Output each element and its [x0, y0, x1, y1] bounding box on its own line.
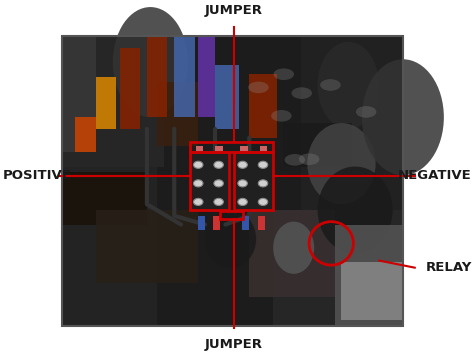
Ellipse shape [113, 7, 188, 117]
Ellipse shape [271, 110, 292, 122]
Bar [196, 146, 203, 158]
Circle shape [193, 161, 203, 168]
Bar [213, 216, 220, 230]
Circle shape [214, 161, 223, 168]
Bar [219, 211, 243, 219]
Bar [62, 36, 403, 326]
Text: RELAY: RELAY [425, 261, 472, 274]
Circle shape [238, 198, 247, 206]
Bar [62, 166, 157, 326]
Ellipse shape [362, 59, 444, 175]
Bar [198, 36, 215, 117]
Bar [301, 36, 403, 210]
Ellipse shape [299, 153, 319, 165]
Ellipse shape [273, 222, 314, 274]
Circle shape [258, 198, 268, 206]
Circle shape [193, 198, 203, 206]
Bar [215, 146, 223, 158]
Ellipse shape [320, 79, 341, 91]
Circle shape [214, 180, 223, 187]
Ellipse shape [318, 166, 392, 253]
Text: NEGATIVE: NEGATIVE [398, 169, 472, 182]
Bar [190, 142, 273, 152]
Bar [215, 65, 239, 129]
Text: JUMPER: JUMPER [205, 338, 263, 351]
Bar [260, 146, 267, 158]
Text: JUMPER: JUMPER [205, 4, 263, 17]
Ellipse shape [307, 123, 375, 204]
Bar [283, 123, 352, 166]
Circle shape [193, 180, 203, 187]
Ellipse shape [318, 42, 379, 129]
Bar [147, 36, 167, 117]
Bar [190, 152, 229, 210]
Circle shape [238, 180, 247, 187]
Bar [62, 36, 164, 166]
Bar [119, 48, 140, 129]
Bar [62, 172, 147, 224]
Bar [335, 224, 403, 326]
Bar [198, 216, 205, 230]
Bar [96, 210, 198, 283]
Bar [273, 210, 403, 326]
Bar [174, 36, 195, 117]
Bar [249, 74, 277, 137]
Bar [341, 262, 403, 320]
Circle shape [214, 198, 223, 206]
Bar [75, 117, 96, 152]
Text: POSITIVE: POSITIVE [2, 169, 71, 182]
Circle shape [258, 180, 268, 187]
Ellipse shape [292, 87, 312, 99]
Bar [242, 216, 249, 230]
Bar [240, 146, 247, 158]
Bar [234, 152, 273, 210]
Bar [62, 36, 96, 152]
Bar [96, 77, 116, 129]
Bar [258, 216, 265, 230]
Ellipse shape [273, 69, 294, 80]
Bar [249, 210, 335, 297]
Bar [62, 36, 403, 326]
Bar [157, 82, 198, 146]
Circle shape [258, 161, 268, 168]
Ellipse shape [356, 106, 376, 118]
Ellipse shape [284, 154, 305, 166]
Ellipse shape [248, 82, 269, 93]
Circle shape [238, 161, 247, 168]
Ellipse shape [205, 210, 256, 268]
